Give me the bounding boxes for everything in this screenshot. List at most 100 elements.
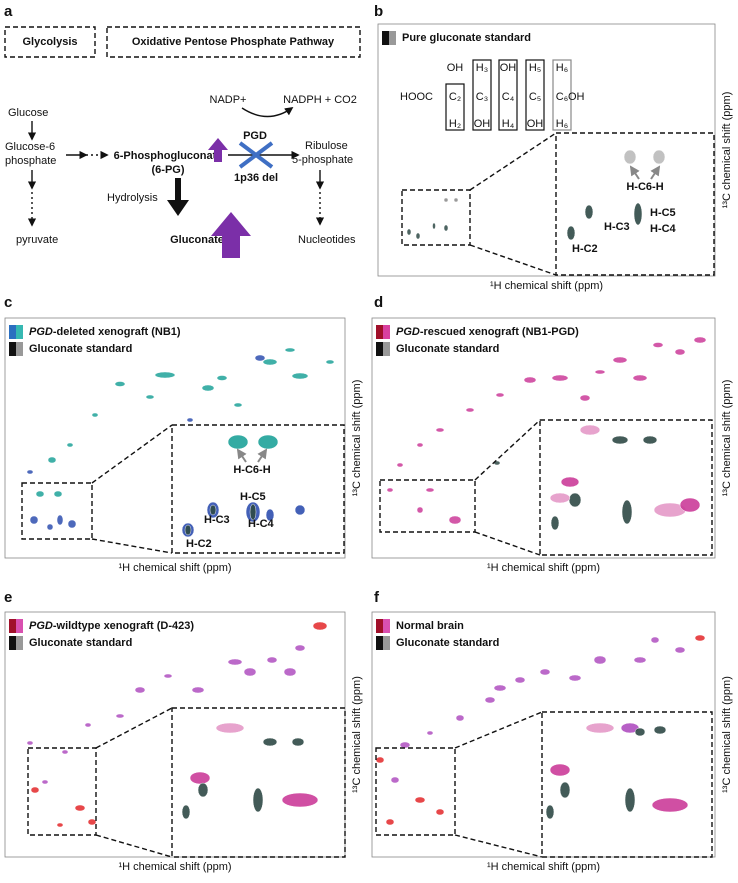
x-axis-label: ¹H chemical shift (ppm): [118, 562, 231, 574]
legend-text: -rescued xenograft (NB1-PGD): [420, 326, 579, 338]
legend-text: Gluconate standard: [396, 637, 499, 649]
legend-swatch: [9, 342, 16, 356]
peak: [650, 636, 660, 644]
carbon-box: [445, 83, 465, 131]
structure: H₄: [502, 118, 515, 130]
peak: [29, 515, 39, 525]
peak: [74, 804, 86, 812]
peak: [186, 417, 194, 423]
spectrum-frame: [377, 23, 716, 277]
peak-label: H-C6-H: [626, 181, 663, 193]
deletion-label: 1p36 del: [234, 172, 278, 184]
peak: [426, 730, 434, 736]
peak-label: H-C3: [604, 221, 630, 233]
carbon-box: [552, 59, 572, 131]
deletion-cross: [238, 141, 274, 169]
peak-label: H-C5: [240, 491, 266, 503]
peak: [495, 392, 505, 398]
legend-text: -wildtype xenograft (D-423): [53, 620, 195, 632]
peak: [551, 374, 569, 382]
inset-peak: [642, 435, 658, 445]
inset-peak: [623, 149, 637, 165]
peak: [568, 674, 582, 682]
zoom-region: [401, 189, 471, 246]
zoom-inset: [539, 419, 713, 556]
peak-label: H-C4: [650, 223, 677, 235]
panel-letter: b: [374, 3, 383, 20]
peak: [53, 490, 63, 498]
peak-label: H-C4: [248, 518, 275, 530]
label-arrow: [236, 448, 247, 463]
peak: [154, 371, 176, 379]
peak: [632, 374, 648, 382]
peak: [443, 224, 449, 232]
legend-swatch: [16, 619, 23, 633]
legend-entry: Pure gluconate standard: [402, 32, 531, 44]
peak: [406, 228, 412, 236]
increase-arrow: [208, 138, 228, 162]
peak: [539, 668, 551, 676]
structure: H₅: [529, 62, 541, 74]
peak: [416, 506, 424, 514]
cofactor: NADPH + CO2: [283, 94, 357, 106]
panel-letter: c: [4, 294, 12, 311]
peak: [47, 456, 57, 464]
peak: [284, 347, 296, 353]
increase-arrow: [211, 212, 251, 258]
legend-swatch: [9, 619, 16, 633]
structure: H₆: [556, 118, 568, 130]
y-axis-label: ¹³C chemical shift (ppm): [721, 92, 733, 209]
metabolite: (6-PG): [152, 164, 185, 176]
inset-peak: [294, 504, 306, 516]
legend-entry: Gluconate standard: [396, 637, 499, 649]
peak: [294, 644, 306, 652]
inset-peak: [189, 771, 211, 785]
metabolite: phosphate: [5, 155, 56, 167]
peak: [386, 487, 394, 493]
peak: [262, 358, 278, 366]
inset-peak: [215, 722, 245, 734]
peak: [56, 822, 64, 828]
inset-peak: [579, 424, 601, 436]
inset-peak: [584, 204, 594, 220]
reaction: Hydrolysis: [107, 192, 158, 204]
peak: [163, 673, 173, 679]
peak: [201, 384, 215, 392]
peak: [435, 808, 445, 816]
peak: [674, 646, 686, 654]
peak: [633, 656, 647, 664]
label-arrow: [257, 448, 268, 463]
peak: [312, 621, 328, 631]
peak: [254, 354, 266, 362]
legend-text: Gluconate standard: [29, 343, 132, 355]
inset-peak: [265, 508, 275, 522]
inset-peak: [252, 787, 264, 813]
label-arrow: [650, 165, 661, 180]
legend-entry: Gluconate standard: [29, 637, 132, 649]
legend-gene: PGD: [29, 326, 53, 338]
peak: [30, 786, 40, 794]
zoom-region: [27, 747, 97, 836]
legend-swatch: [376, 342, 383, 356]
legend-swatch: [376, 619, 383, 633]
legend-swatch: [9, 636, 16, 650]
peak: [416, 442, 424, 448]
legend-text: Gluconate standard: [29, 637, 132, 649]
zoom-line: [95, 707, 173, 749]
legend-swatch: [9, 325, 16, 339]
legend-gene: PGD: [29, 620, 53, 632]
peak: [66, 442, 74, 448]
structure: OH: [474, 118, 491, 130]
peak: [67, 519, 77, 529]
metabolite: Glucose: [8, 107, 48, 119]
peak: [227, 658, 243, 666]
inset-peak: [634, 727, 646, 737]
peak: [432, 222, 436, 230]
peak: [414, 796, 426, 804]
peak: [435, 427, 445, 433]
inset-peak: [611, 435, 629, 445]
legend-entry: PGD-deleted xenograft (NB1): [29, 326, 181, 338]
peak: [396, 462, 404, 468]
peak: [455, 714, 465, 722]
metabolite: 6-Phosphogluconate: [114, 150, 223, 162]
